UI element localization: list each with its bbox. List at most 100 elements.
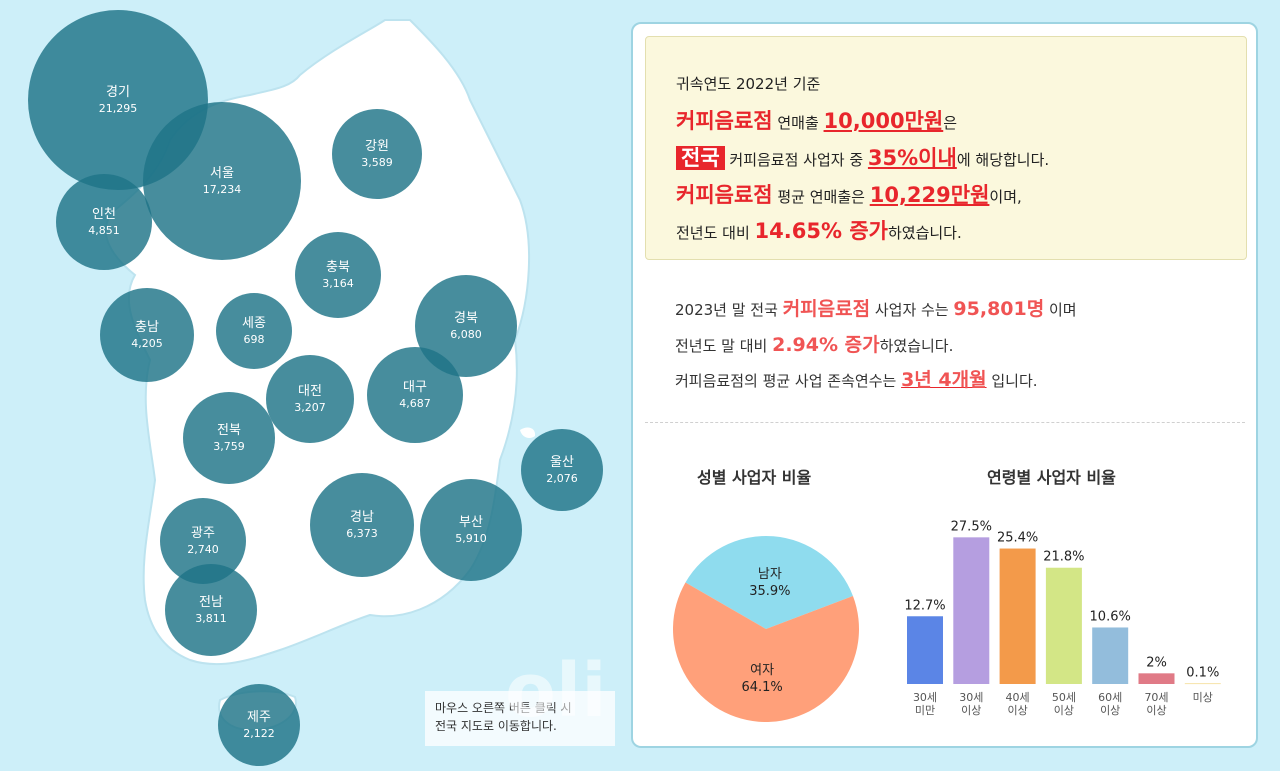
summary-text: 커피음료점 사업자 중	[724, 151, 868, 169]
summary-text: 연매출	[772, 114, 824, 132]
bar-category-label: 이상	[961, 704, 981, 717]
bar-category-label: 미만	[915, 704, 935, 717]
region-bubble-daejeon[interactable]: 대전 3,207	[266, 355, 354, 443]
summary-change: 14.65% 증가	[754, 219, 888, 243]
summary-text: 에 해당합니다.	[956, 151, 1050, 169]
summary-avg-revenue: 10,229만원	[869, 183, 990, 207]
section-divider	[645, 422, 1245, 423]
pie-label: 여자	[750, 663, 774, 678]
bar-value-label: 21.8%	[1043, 550, 1084, 565]
region-bubble-incheon[interactable]: 인천 4,851	[56, 174, 152, 270]
stats-text: 커피음료점의 평균 사업 존속연수는	[675, 372, 902, 390]
summary-amount: 10,000만원	[823, 109, 944, 133]
region-name: 전북	[217, 423, 241, 438]
bar	[999, 548, 1036, 684]
summary-text: 이며,	[989, 188, 1022, 206]
region-value: 3,759	[213, 440, 245, 453]
summary-text: 하였습니다.	[887, 224, 962, 242]
summary-text: 은	[943, 114, 958, 132]
region-value: 6,373	[346, 527, 378, 540]
region-value: 698	[243, 333, 265, 346]
region-bubble-sejong[interactable]: 세종 698	[216, 293, 292, 369]
map-tip-line2: 전국 지도로 이동합니다.	[435, 719, 557, 733]
stats-line-2: 전년도 말 대비 2.94% 증가하였습니다.	[675, 330, 953, 357]
pie-value-label: 64.1%	[741, 680, 782, 695]
region-name: 서울	[210, 166, 234, 181]
bar-category-label: 60세	[1098, 691, 1122, 704]
region-name: 대전	[298, 384, 322, 399]
region-bubble-chungbuk[interactable]: 충북 3,164	[295, 232, 381, 318]
region-bubble-busan[interactable]: 부산 5,910	[420, 479, 522, 581]
region-name: 울산	[550, 455, 574, 470]
stats-line-3: 커피음료점의 평균 사업 존속연수는 3년 4개월 입니다.	[675, 365, 1038, 392]
region-bubble-seoul[interactable]: 서울 17,234	[143, 102, 301, 260]
region-value: 21,295	[98, 102, 138, 115]
stats-text: 2023년 말 전국	[675, 301, 783, 319]
region-name: 충북	[326, 260, 350, 275]
region-value: 5,910	[455, 532, 487, 545]
bar-category-label: 이상	[1146, 704, 1166, 717]
info-panel: 귀속연도 2022년 기준 커피음료점 연매출 10,000만원은 전국 커피음…	[631, 22, 1258, 748]
region-bubble-daegu[interactable]: 대구 4,687	[367, 347, 463, 443]
nation-badge: 전국	[676, 146, 725, 170]
bar-category-label: 미상	[1193, 691, 1213, 704]
region-name: 강원	[365, 139, 389, 154]
region-bubble-jeju[interactable]: 제주 2,122	[218, 684, 300, 766]
region-name: 광주	[191, 526, 215, 541]
summary-text: 전년도 대비	[676, 224, 755, 242]
region-name: 부산	[459, 515, 483, 530]
region-value: 4,205	[131, 337, 163, 350]
stats-text: 이며	[1044, 301, 1077, 319]
stats-change: 2.94% 증가	[772, 334, 880, 356]
bar-category-label: 40세	[1006, 691, 1030, 704]
stats-text: 입니다.	[986, 372, 1038, 390]
bar-category-label: 이상	[1100, 704, 1120, 717]
bar	[1045, 567, 1082, 684]
region-value: 2,076	[546, 472, 578, 485]
bar-category-label: 70세	[1144, 691, 1168, 704]
bar-value-label: 25.4%	[997, 531, 1038, 546]
region-value: 2,740	[187, 543, 219, 556]
bar-category-label: 이상	[1054, 704, 1074, 717]
region-bubble-gyeongnam[interactable]: 경남 6,373	[310, 473, 414, 577]
pie-slice-female	[673, 582, 859, 722]
region-value: 4,851	[88, 224, 120, 237]
region-value: 3,811	[195, 612, 227, 625]
map-tip-line1: 마우스 오른쪽 버튼 클릭 시	[435, 701, 572, 715]
revenue-summary-box: 귀속연도 2022년 기준 커피음료점 연매출 10,000만원은 전국 커피음…	[645, 36, 1247, 260]
summary-industry: 커피음료점	[676, 183, 773, 207]
region-value: 3,164	[322, 277, 354, 290]
region-name: 인천	[92, 207, 116, 222]
region-value: 2,122	[243, 727, 275, 740]
stats-text: 사업자 수는	[870, 301, 954, 319]
gender-chart-title: 성별 사업자 비율	[697, 468, 812, 487]
region-name: 제주	[247, 710, 271, 725]
stats-text: 전년도 말 대비	[675, 337, 773, 355]
summary-line-5: 전년도 대비 14.65% 증가하였습니다.	[676, 215, 962, 245]
summary-line-4: 커피음료점 평균 연매출은 10,229만원이며,	[676, 179, 1022, 209]
pie-label: 남자	[758, 567, 782, 582]
region-name: 경남	[350, 510, 374, 525]
stats-text: 하였습니다.	[879, 337, 954, 355]
summary-percentile: 35%이내	[867, 146, 957, 170]
region-bubble-jeonbuk[interactable]: 전북 3,759	[183, 392, 275, 484]
region-bubble-chungnam[interactable]: 충남 4,205	[100, 288, 194, 382]
region-bubble-ulsan[interactable]: 울산 2,076	[521, 429, 603, 511]
region-bubble-gangwon[interactable]: 강원 3,589	[332, 109, 422, 199]
bar	[1184, 683, 1221, 685]
region-name: 경기	[106, 85, 130, 100]
pie-value-label: 35.9%	[749, 584, 790, 599]
bar	[907, 616, 943, 684]
bar-value-label: 27.5%	[951, 519, 992, 534]
gender-pie-chart: 남자 35.9% 여자 64.1%	[673, 536, 859, 722]
region-value: 6,080	[450, 328, 482, 341]
bar	[1138, 673, 1175, 684]
stats-line-1: 2023년 말 전국 커피음료점 사업자 수는 95,801명 이며	[675, 294, 1077, 321]
region-value: 17,234	[202, 183, 242, 196]
region-bubble-jeonnam[interactable]: 전남 3,811	[165, 564, 257, 656]
stats-years: 3년 4개월	[901, 369, 987, 391]
bar-category-label: 이상	[1007, 704, 1027, 717]
bar-value-label: 10.6%	[1090, 609, 1131, 624]
pie-slice-male	[685, 536, 853, 629]
